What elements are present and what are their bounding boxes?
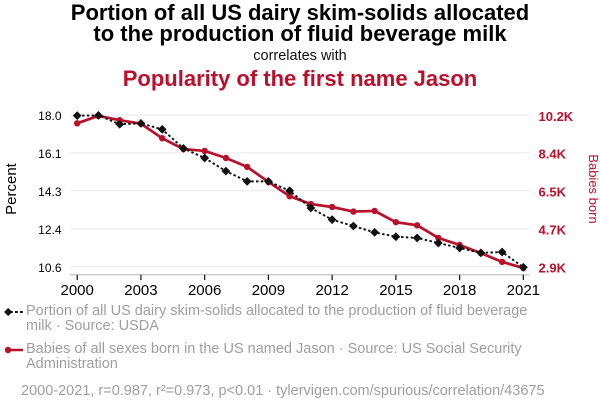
legend-item-jason: Babies of all sexes born in the US named… xyxy=(3,340,599,372)
x-axis-tick-label: 2006 xyxy=(188,282,221,299)
chart-subtitle: Popularity of the first name Jason xyxy=(122,66,478,91)
dairy-series-line xyxy=(77,114,524,268)
dairy-series-point xyxy=(136,118,146,128)
jason-series-point xyxy=(392,218,400,226)
left-axis-tick-label: 18.0 xyxy=(38,109,62,123)
legend-label-jason: Babies of all sexes born in the US named… xyxy=(26,340,522,372)
jason-series-point xyxy=(498,258,506,266)
chart-title: Portion of all US dairy skim-solids allo… xyxy=(0,0,600,46)
left-axis-tick-label: 14.3 xyxy=(38,185,62,199)
chart-legend: Portion of all US dairy skim-solids allo… xyxy=(3,302,599,380)
jason-series-point xyxy=(201,147,208,155)
left-axis-tick-label: 12.4 xyxy=(38,223,62,237)
dairy-series-point xyxy=(242,176,252,186)
dairy-series-point xyxy=(391,232,401,242)
x-axis-tick-label: 2018 xyxy=(443,282,476,299)
jason-series-point xyxy=(74,120,81,127)
right-axis-tick-label: 6.5K xyxy=(539,185,567,200)
left-axis-title: Percent xyxy=(3,162,20,215)
dairy-series-point xyxy=(348,221,358,231)
dairy-series-point xyxy=(306,203,316,213)
legend-label-dairy: Portion of all US dairy skim-solids allo… xyxy=(26,302,528,334)
dairy-series-point xyxy=(412,233,422,243)
dairy-series-point xyxy=(518,262,528,272)
right-axis-tick-label: 10.2K xyxy=(539,109,574,124)
chart-footnote: 2000-2021, r=0.987, r²=0.973, p<0.01 · t… xyxy=(21,383,545,399)
chart-title-line2: to the production of fluid beverage milk xyxy=(93,21,507,46)
dairy-series-point xyxy=(497,247,507,257)
dairy-series-point xyxy=(94,111,103,120)
x-axis-tick-label: 2009 xyxy=(252,282,285,299)
dairy-series-point xyxy=(370,227,380,237)
dairy-series-point xyxy=(327,215,337,225)
x-axis-tick-label: 2012 xyxy=(315,282,348,299)
dairy-series-point xyxy=(221,166,231,176)
dairy-series-point xyxy=(285,186,295,196)
red-circle-line-marker-icon xyxy=(4,346,23,353)
dairy-series-point xyxy=(455,243,465,253)
legend-item-dairy: Portion of all US dairy skim-solids allo… xyxy=(3,302,599,334)
dairy-series-point xyxy=(433,238,443,248)
jason-series-point xyxy=(286,192,293,200)
jason-series-point xyxy=(350,208,357,215)
jason-series-point xyxy=(435,234,442,242)
x-axis-tick-label: 2000 xyxy=(61,282,94,299)
left-axis-tick-label: 16.1 xyxy=(38,147,62,161)
jason-series-point xyxy=(243,163,251,171)
right-axis-tick-label: 2.9K xyxy=(539,260,567,275)
x-axis-tick-label: 2015 xyxy=(379,282,412,299)
x-axis-tick-label: 2003 xyxy=(124,282,157,299)
right-axis-title: Babies born xyxy=(586,154,600,223)
dairy-series-point xyxy=(115,119,125,129)
left-axis-tick-label: 10.6 xyxy=(38,261,62,275)
dairy-series-point xyxy=(264,176,273,186)
black-diamond-dotted-marker-icon xyxy=(3,307,24,316)
right-axis-tick-label: 8.4K xyxy=(539,147,567,162)
dairy-series-point xyxy=(157,124,167,134)
right-axis-tick-label: 4.7K xyxy=(539,223,567,238)
jason-series-point xyxy=(158,135,166,142)
correlates-with-text: correlates with xyxy=(253,48,347,64)
x-axis-tick-label: 2021 xyxy=(507,282,540,299)
jason-series-point xyxy=(371,207,378,215)
dairy-series-point xyxy=(476,248,486,258)
dairy-series-point xyxy=(179,143,188,153)
jason-series-point xyxy=(328,203,336,211)
dairy-series-point xyxy=(72,111,82,121)
jason-series-point xyxy=(222,154,230,162)
chart-title-line1: Portion of all US dairy skim-solids allo… xyxy=(70,0,530,25)
jason-series-point xyxy=(413,222,421,229)
dairy-series-point xyxy=(200,153,210,163)
